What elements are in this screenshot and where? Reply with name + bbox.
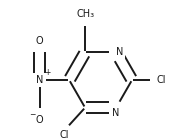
Text: Cl: Cl bbox=[157, 75, 166, 85]
Text: Cl: Cl bbox=[60, 130, 69, 138]
Text: −: − bbox=[29, 110, 35, 119]
Text: N: N bbox=[113, 108, 120, 118]
Text: +: + bbox=[44, 68, 50, 77]
Text: N: N bbox=[36, 75, 43, 85]
Text: O: O bbox=[36, 115, 43, 124]
Text: CH₃: CH₃ bbox=[76, 9, 94, 19]
Text: O: O bbox=[36, 36, 43, 46]
Text: N: N bbox=[116, 47, 123, 57]
